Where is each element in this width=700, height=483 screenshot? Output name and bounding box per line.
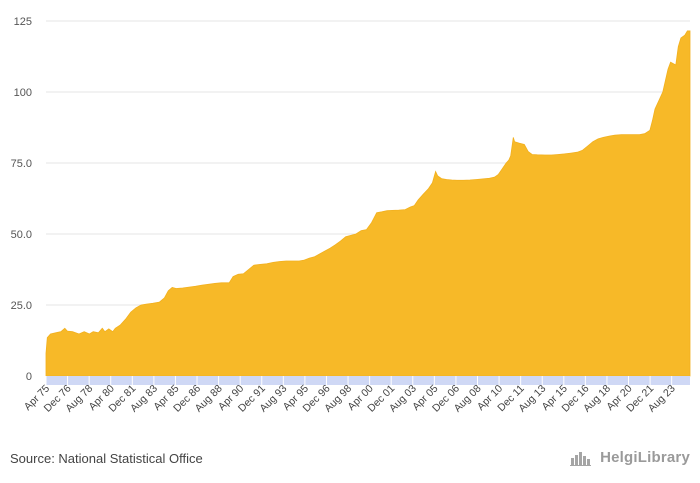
area-series [45, 30, 691, 377]
y-tick-label: 25.0 [11, 300, 32, 312]
x-axis-band [46, 376, 690, 385]
footer: Source: National Statistical Office Helg… [0, 436, 700, 483]
plot-area [45, 30, 691, 377]
y-tick-label: 75.0 [11, 158, 32, 170]
y-tick-label: 0 [26, 371, 32, 383]
y-tick-label: 125 [14, 16, 32, 28]
y-tick-label: 100 [14, 87, 32, 99]
source-note: Source: National Statistical Office [10, 451, 203, 466]
y-axis: 0 25.0 50.0 75.0 100 125 [11, 16, 32, 383]
y-tick-label: 50.0 [11, 229, 32, 241]
brand-name: HelgiLibrary [600, 448, 690, 466]
library-icon [570, 452, 592, 466]
brand-logo[interactable]: HelgiLibrary [570, 448, 690, 466]
